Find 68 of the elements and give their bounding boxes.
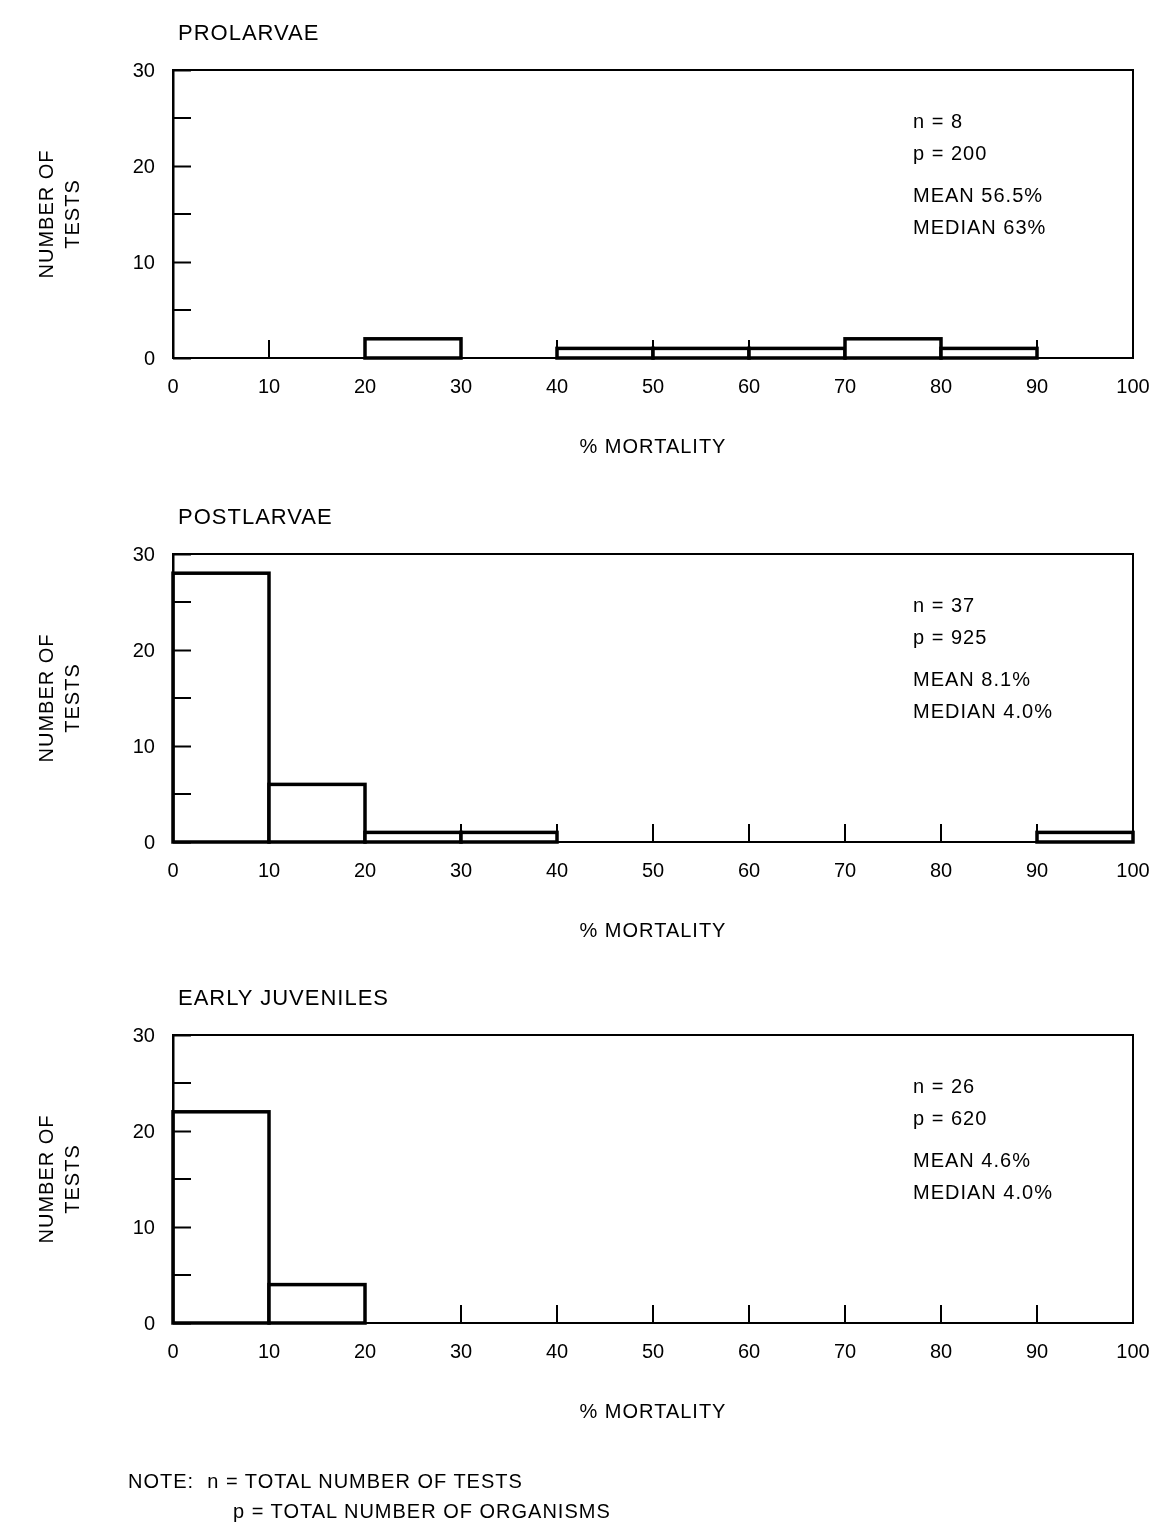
- text: p = TOTAL NUMBER OF ORGANISMS: [233, 1500, 611, 1522]
- x-tick-label: 90: [1025, 375, 1049, 397]
- annotation: MEDIAN 4.0%: [913, 700, 1053, 722]
- annotation: p = 925: [913, 626, 988, 648]
- x-tick-label: 10: [257, 375, 281, 397]
- x-tick-label: 20: [353, 859, 377, 881]
- y-tick-label: 30: [132, 58, 155, 81]
- x-tick-label: 70: [833, 1340, 857, 1362]
- x-tick-label: 50: [641, 375, 665, 397]
- x-tick-label: 30: [449, 375, 473, 397]
- annotation: MEAN 4.6%: [913, 1149, 1031, 1171]
- x-tick-label: 80: [929, 859, 953, 881]
- x-tick-label: 80: [929, 1340, 953, 1362]
- x-tick-label: 20: [353, 375, 377, 397]
- x-tick-label: 70: [833, 375, 857, 397]
- x-tick-label: 100: [1116, 1340, 1150, 1362]
- x-tick-label: 90: [1025, 859, 1049, 881]
- y-axis-title: NUMBER OF TESTS: [35, 633, 83, 763]
- annotation: n = 8: [913, 110, 964, 132]
- annotation: MEAN 56.5%: [913, 184, 1044, 206]
- x-tick-label: 80: [929, 375, 953, 397]
- annotation: p = 200: [913, 142, 988, 164]
- x-tick-label: 50: [641, 1340, 665, 1362]
- x-tick-label: 0: [167, 1340, 179, 1362]
- x-tick-label: 0: [167, 859, 179, 881]
- y-tick-label: 0: [143, 346, 155, 369]
- text: NOTE: n = TOTAL NUMBER OF TESTS: [128, 1470, 523, 1492]
- y-tick-label: 0: [143, 1311, 155, 1334]
- annotation: MEDIAN 4.0%: [913, 1181, 1053, 1203]
- x-tick-label: 100: [1116, 859, 1150, 881]
- x-tick-label: 60: [737, 1340, 761, 1362]
- y-axis-title: NUMBER OF TESTS: [35, 1114, 83, 1244]
- x-tick-label: 70: [833, 859, 857, 881]
- y-tick-label: 10: [132, 1215, 155, 1238]
- x-tick-label: 100: [1116, 375, 1150, 397]
- x-axis-title: % MORTALITY: [579, 1400, 727, 1422]
- chart-title: PROLARVAE: [178, 20, 320, 45]
- y-tick-label: 20: [132, 154, 155, 177]
- x-tick-label: 30: [449, 859, 473, 881]
- x-tick-label: 40: [545, 1340, 569, 1362]
- x-tick-label: 0: [167, 375, 179, 397]
- y-tick-label: 10: [132, 734, 155, 757]
- x-tick-label: 20: [353, 1340, 377, 1362]
- x-tick-label: 40: [545, 859, 569, 881]
- y-tick-label: 20: [132, 638, 155, 661]
- chart-title: EARLY JUVENILES: [178, 985, 390, 1010]
- y-tick-label: 20: [132, 1119, 155, 1142]
- annotation: MEAN 8.1%: [913, 668, 1031, 690]
- annotation: p = 620: [913, 1107, 988, 1129]
- x-tick-label: 50: [641, 859, 665, 881]
- x-tick-label: 90: [1025, 1340, 1049, 1362]
- y-tick-label: 0: [143, 830, 155, 853]
- annotation: n = 26: [913, 1075, 976, 1097]
- x-axis-title: % MORTALITY: [579, 435, 727, 457]
- x-tick-label: 30: [449, 1340, 473, 1362]
- y-tick-label: 10: [132, 250, 155, 273]
- chart-title: POSTLARVAE: [178, 504, 333, 529]
- x-tick-label: 40: [545, 375, 569, 397]
- x-tick-label: 60: [737, 375, 761, 397]
- x-tick-label: 10: [257, 859, 281, 881]
- annotation: MEDIAN 63%: [913, 216, 1047, 238]
- annotation: n = 37: [913, 594, 976, 616]
- y-tick-label: 30: [132, 1023, 155, 1046]
- x-axis-title: % MORTALITY: [579, 919, 727, 941]
- y-axis-title: NUMBER OF TESTS: [35, 149, 83, 279]
- y-tick-label: 30: [132, 542, 155, 565]
- x-tick-label: 10: [257, 1340, 281, 1362]
- x-tick-label: 60: [737, 859, 761, 881]
